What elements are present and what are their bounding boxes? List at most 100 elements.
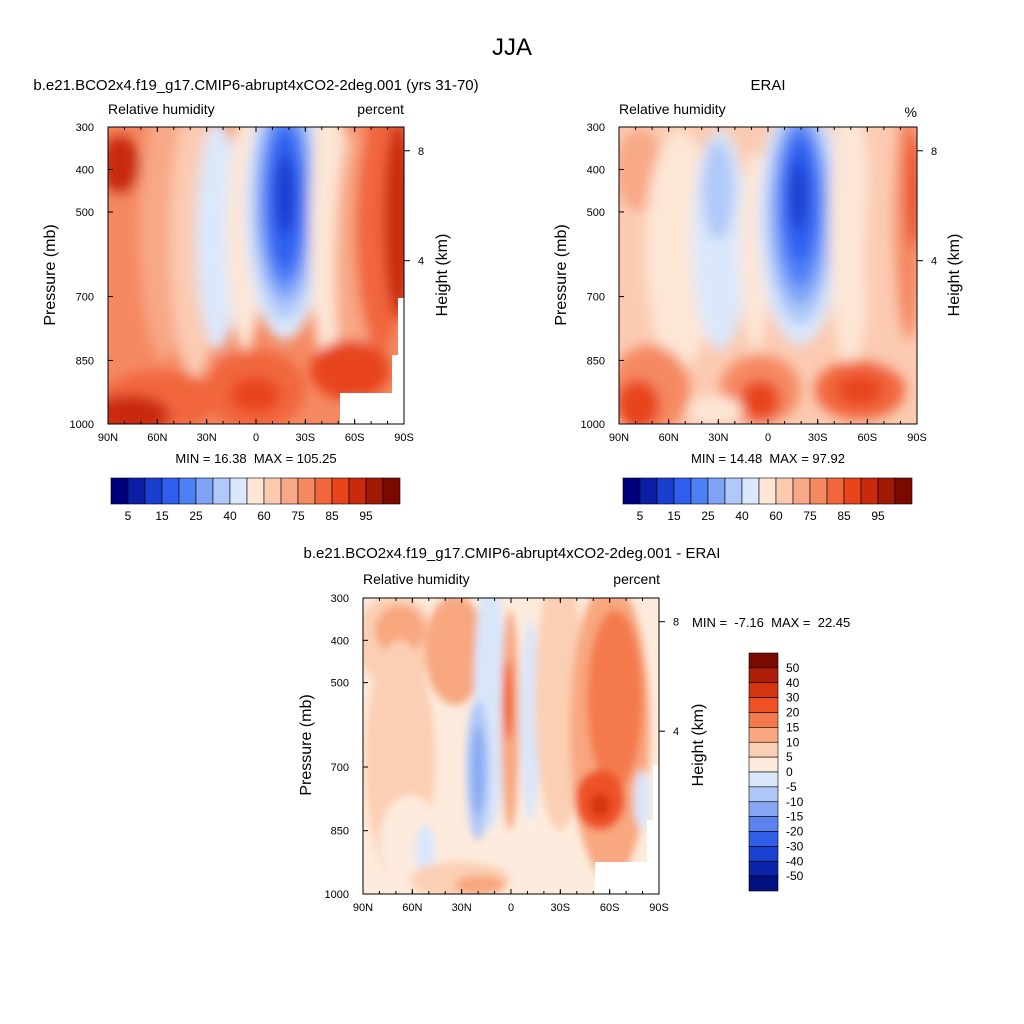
colorbar-label: 95	[359, 509, 373, 523]
panel-a-title: b.e21.BCO2x4.f19_g17.CMIP6-abrupt4xCO2-2…	[33, 77, 478, 94]
height-tick-label: 4	[673, 726, 679, 738]
y-tick-label: 300	[331, 593, 349, 605]
colorbar-box	[748, 801, 779, 817]
colorbar-label: -10	[786, 795, 804, 809]
x-tick-label: 60S	[858, 432, 878, 444]
y-tick-label: 300	[587, 122, 605, 134]
colorbar-box	[656, 477, 675, 505]
x-tick-label: 90S	[649, 902, 669, 914]
colorbar-box	[877, 477, 896, 505]
panel-b-axis-ticks: 90N 60N 30N 0 30S 60S 90S 300 400 500 700 850 1000 8 4	[581, 122, 938, 444]
colorbar-box	[382, 477, 401, 505]
colorbar-box	[843, 477, 862, 505]
colorbar-label: 50	[786, 661, 800, 675]
colorbar-box	[748, 682, 779, 698]
colorbar-box	[748, 727, 779, 743]
colorbar-label: 30	[786, 691, 800, 705]
y-tick-label: 400	[587, 164, 605, 176]
colorbar-box	[748, 667, 779, 684]
height-tick-label: 4	[931, 256, 937, 268]
colorbar-box	[127, 477, 146, 505]
y-tick-label: 1000	[581, 419, 605, 431]
panel-c-ylabel-right: Height (km)	[690, 704, 707, 787]
x-tick-label: 0	[765, 432, 771, 444]
colorbar-box	[748, 860, 779, 877]
panel-c-axis-ticks: 90N 60N 30N 0 30S 60S 90S 300 400 500 700 850 1000 8 4	[325, 593, 680, 914]
colorbar-box	[741, 477, 760, 505]
height-tick-label: 8	[418, 146, 424, 158]
y-tick-label: 500	[587, 207, 605, 219]
colorbar-label: 5	[125, 509, 132, 523]
x-tick-label: 30S	[296, 432, 316, 444]
colorbar-box	[348, 477, 367, 505]
colorbar-box	[809, 477, 828, 505]
colorbar-box	[622, 477, 641, 505]
colorbar-label: 5	[786, 750, 793, 764]
panel-c-subtitle-left: Relative humidity	[363, 571, 470, 587]
panel-a-subtitle-right: percent	[357, 101, 404, 117]
height-tick-label: 4	[418, 256, 424, 268]
y-tick-label: 850	[331, 826, 349, 838]
colorbar-box	[826, 477, 845, 505]
panel-b-subtitle-left: Relative humidity	[619, 101, 726, 117]
x-tick-label: 30N	[708, 432, 728, 444]
panel-a-ylabel-right: Height (km)	[434, 234, 451, 317]
colorbar-label: 0	[786, 765, 793, 779]
x-tick-label: 30N	[197, 432, 217, 444]
panel-erai: ERAI Relative humidity %	[553, 77, 963, 523]
colorbar-box	[724, 477, 743, 505]
panel-a-ylabel: Pressure (mb)	[42, 224, 59, 325]
panel-b-subtitle-right: %	[905, 104, 917, 120]
height-tick-label: 8	[931, 146, 937, 158]
colorbar-box	[263, 477, 282, 505]
panel-a-colorbar: 5 15 25 40 60 75 85 95	[110, 477, 401, 523]
colorbar-box	[365, 477, 384, 505]
y-tick-label: 1000	[70, 419, 94, 431]
colorbar-label: 15	[155, 509, 169, 523]
colorbar-label: 5	[637, 509, 644, 523]
colorbar-box	[748, 771, 779, 788]
colorbar-label: -40	[786, 854, 804, 868]
panel-a-axis-ticks: 90N 60N 30N 0 30S 60S 90S 300 400 500 700 850 1000 8 4	[70, 122, 425, 444]
colorbar-box	[331, 477, 350, 505]
colorbar-label: 25	[701, 509, 715, 523]
colorbar-box	[748, 697, 779, 713]
y-tick-label: 700	[587, 292, 605, 304]
y-tick-label: 300	[76, 122, 94, 134]
x-tick-label: 0	[508, 902, 514, 914]
colorbar-label: 10	[786, 735, 800, 749]
colorbar-label: 85	[837, 509, 851, 523]
colorbar-label: 25	[189, 509, 203, 523]
colorbar-label: -20	[786, 825, 804, 839]
colorbar-box	[178, 477, 197, 505]
colorbar-label: 95	[871, 509, 885, 523]
y-tick-label: 1000	[325, 889, 349, 901]
figure-title: JJA	[492, 34, 532, 61]
colorbar-box	[748, 846, 779, 862]
colorbar-box	[748, 741, 779, 758]
x-tick-label: 60N	[402, 902, 422, 914]
colorbar-box	[792, 477, 811, 505]
colorbar-label: 60	[769, 509, 783, 523]
panel-b-ylabel: Pressure (mb)	[553, 224, 570, 325]
y-tick-label: 400	[331, 635, 349, 647]
y-tick-label: 700	[331, 762, 349, 774]
colorbar-box	[639, 477, 658, 505]
x-tick-label: 90N	[98, 432, 118, 444]
height-tick-label: 8	[673, 617, 679, 629]
colorbar-box	[297, 477, 316, 505]
colorbar-label: -15	[786, 810, 804, 824]
x-tick-label: 0	[253, 432, 259, 444]
x-tick-label: 30S	[808, 432, 828, 444]
colorbar-label: 75	[291, 509, 305, 523]
colorbar-label: 75	[803, 509, 817, 523]
x-tick-label: 90S	[907, 432, 927, 444]
panel-a-plot-field	[108, 127, 404, 424]
colorbar-label: -50	[786, 869, 804, 883]
y-tick-label: 400	[76, 164, 94, 176]
colorbar-box	[110, 477, 129, 505]
colorbar-label: 40	[786, 676, 800, 690]
colorbar-box	[161, 477, 180, 505]
panel-c-ylabel: Pressure (mb)	[298, 694, 315, 795]
